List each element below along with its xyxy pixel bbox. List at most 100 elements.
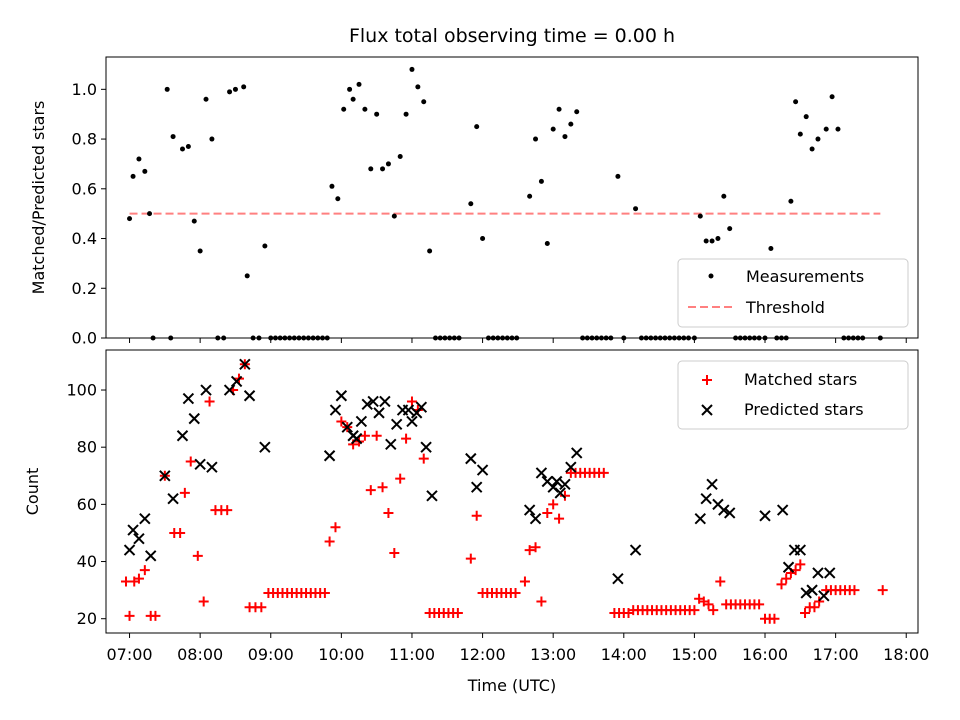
matched-star-point — [198, 596, 209, 607]
x-axis-label: Time (UTC) — [467, 676, 556, 695]
top-y-tick-label: 0.4 — [72, 229, 97, 248]
measurement-point — [203, 96, 209, 102]
matched-star-point — [222, 505, 233, 516]
legend-plus-glyph — [702, 375, 712, 385]
measurement-point — [244, 273, 250, 279]
measurement-point — [362, 106, 368, 112]
measurement-point — [185, 144, 191, 150]
measurement-point — [556, 106, 562, 112]
matched-star-point — [465, 553, 476, 564]
measurement-point — [409, 66, 415, 72]
measurement-point — [341, 106, 347, 112]
measurement-point — [335, 196, 341, 202]
predicted-star-point — [200, 384, 212, 396]
bottom-y-tick-label: 80 — [77, 438, 97, 457]
matched-star-point — [715, 576, 726, 587]
predicted-star-point — [406, 415, 418, 428]
chart-title: Flux total observing time = 0.00 h — [349, 25, 675, 47]
measurement-point — [562, 134, 568, 140]
predicted-star-point — [230, 375, 243, 388]
predicted-star-point — [239, 358, 251, 371]
top-y-tick-label: 0.8 — [72, 130, 97, 149]
predicted-star-point — [243, 390, 256, 402]
predicted-star-point — [402, 404, 415, 416]
predicted-star-point — [470, 481, 483, 493]
matched-star-point — [133, 573, 144, 584]
predicted-star-point — [385, 438, 397, 451]
matched-star-point — [708, 605, 719, 616]
predicted-star-point — [341, 421, 353, 433]
x-tick-label: 13:00 — [530, 645, 576, 664]
matched-star-point — [800, 607, 811, 618]
matched-star-point — [319, 587, 330, 598]
measurement-point — [788, 198, 794, 204]
matched-star-point — [324, 536, 335, 547]
matched-star-point — [809, 602, 820, 613]
predicted-star-point — [476, 464, 489, 476]
matched-star-point — [401, 433, 412, 444]
predicted-star-point — [794, 544, 807, 556]
measurement-point — [538, 178, 544, 184]
predicted-star-point — [559, 478, 571, 491]
predicted-star-point — [367, 395, 379, 408]
x-tick-label: 16:00 — [742, 645, 788, 664]
measurement-point — [815, 136, 821, 142]
predicted-star-point — [420, 441, 432, 453]
top-panel-ratio: 0.0 0.2 0.4 0.6 0.8 1.0 — [72, 56, 919, 348]
measurement-point — [415, 84, 421, 90]
measurement-point — [421, 99, 427, 105]
measurement-point — [568, 121, 574, 127]
matched-star-point — [406, 396, 417, 407]
legend-label-measurements: Measurements — [746, 267, 864, 286]
predicted-star-point — [259, 441, 271, 453]
matched-star-point — [389, 547, 400, 558]
matched-star-point — [124, 610, 135, 621]
measurement-point — [368, 166, 374, 172]
measurement-point — [227, 89, 233, 95]
top-y-tick-label: 0.0 — [72, 329, 97, 348]
predicted-star-point — [535, 467, 548, 479]
matched-star-point — [524, 545, 535, 556]
predicted-star-point — [323, 450, 336, 462]
top-axes-frame — [105, 56, 919, 339]
matched-star-point — [510, 587, 521, 598]
measurement-point — [550, 126, 556, 132]
matched-star-point — [542, 507, 553, 518]
legend-label-matched-stars: Matched stars — [744, 370, 857, 389]
measurement-point — [615, 173, 621, 179]
measurement-point — [209, 136, 215, 142]
matched-star-point — [471, 510, 482, 521]
measurement-point — [797, 131, 803, 137]
matched-star-point — [204, 396, 215, 407]
measurement-point — [480, 236, 486, 242]
matched-star-point — [185, 456, 196, 467]
measurement-point — [356, 81, 362, 87]
matched-star-point — [192, 550, 203, 561]
predicted-star-point — [565, 461, 577, 473]
predicted-star-point — [182, 392, 195, 405]
predicted-star-point — [806, 584, 818, 596]
measurement-point — [544, 241, 550, 247]
matched-star-point — [554, 513, 565, 524]
predicted-star-point — [329, 404, 342, 416]
predicted-star-point — [350, 432, 363, 445]
predicted-star-point — [800, 587, 812, 599]
predicted-star-point — [206, 461, 218, 473]
matched-star-point — [519, 576, 530, 587]
measurement-point — [835, 126, 841, 132]
matched-star-point — [536, 596, 547, 607]
legend-marker-matched-stars — [702, 375, 712, 385]
predicted-star-point — [415, 401, 428, 413]
predicted-star-point — [379, 395, 391, 408]
predicted-star-point — [123, 544, 136, 556]
predicted-star-point — [159, 470, 171, 482]
measurement-point — [241, 84, 247, 90]
measurement-point — [403, 111, 409, 117]
measurement-point — [823, 126, 829, 132]
legend-label-predicted-stars: Predicted stars — [744, 400, 864, 419]
measurement-point — [391, 213, 397, 219]
matched-star-point — [395, 473, 406, 484]
bottom-legend: Matched stars Predicted stars — [677, 360, 909, 430]
top-y-tick-label: 1.0 — [72, 80, 97, 99]
